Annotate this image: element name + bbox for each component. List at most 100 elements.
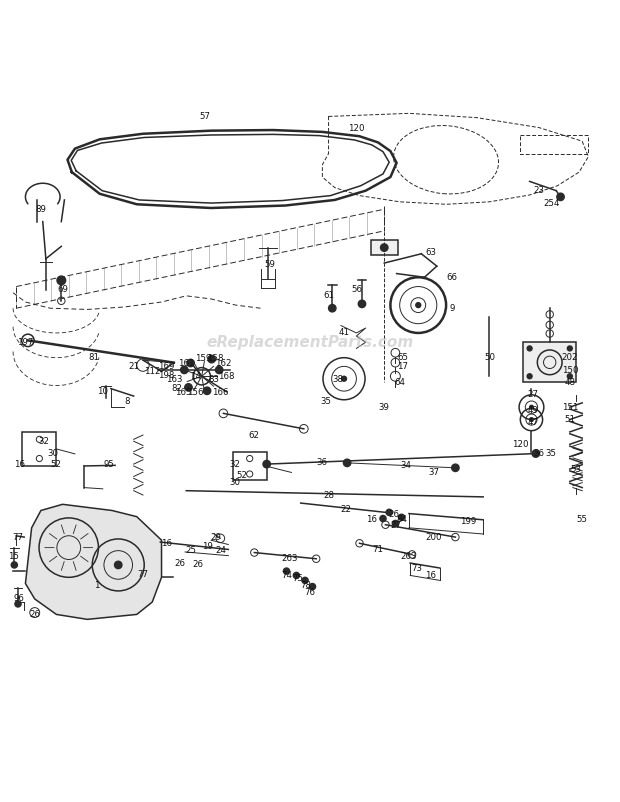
Text: 32: 32 <box>229 460 240 468</box>
Text: 63: 63 <box>425 248 436 257</box>
Circle shape <box>57 276 66 285</box>
Circle shape <box>342 376 347 381</box>
Polygon shape <box>25 504 162 619</box>
Circle shape <box>567 374 572 379</box>
Text: 95: 95 <box>104 460 114 468</box>
Text: 62: 62 <box>249 431 260 439</box>
Circle shape <box>187 359 194 367</box>
Circle shape <box>527 346 532 351</box>
Text: 200: 200 <box>425 533 442 541</box>
Text: 263: 263 <box>401 553 417 561</box>
Text: 73: 73 <box>411 564 422 573</box>
Text: 14: 14 <box>190 372 201 381</box>
Circle shape <box>399 514 405 520</box>
Circle shape <box>557 193 564 200</box>
Circle shape <box>392 520 399 527</box>
Bar <box>523 342 576 383</box>
Text: 263: 263 <box>281 554 298 563</box>
Text: 89: 89 <box>35 205 46 213</box>
Text: 26: 26 <box>388 510 399 520</box>
Text: 8: 8 <box>125 396 130 406</box>
Text: 77: 77 <box>12 533 24 541</box>
Text: 162: 162 <box>215 359 232 368</box>
Text: 163: 163 <box>166 375 182 384</box>
Text: 159: 159 <box>195 354 212 363</box>
Text: 77: 77 <box>138 569 148 579</box>
Text: 198: 198 <box>158 371 175 379</box>
Text: 16: 16 <box>161 539 172 548</box>
Text: 96: 96 <box>14 594 25 603</box>
Text: 38: 38 <box>332 375 343 384</box>
Circle shape <box>527 374 532 379</box>
Text: 57: 57 <box>200 112 210 121</box>
FancyArrowPatch shape <box>50 533 57 539</box>
Text: 156: 156 <box>187 388 204 398</box>
Text: 47: 47 <box>527 418 538 427</box>
Text: 50: 50 <box>484 353 495 363</box>
Text: 66: 66 <box>447 273 458 282</box>
Circle shape <box>529 405 533 409</box>
FancyArrowPatch shape <box>61 525 64 533</box>
Text: 151: 151 <box>562 403 578 411</box>
Circle shape <box>343 460 351 467</box>
Text: 64: 64 <box>394 378 405 387</box>
Text: 59: 59 <box>264 261 275 269</box>
Text: 9: 9 <box>450 304 455 313</box>
Text: 52: 52 <box>51 460 62 468</box>
Text: 29: 29 <box>211 533 221 541</box>
FancyArrowPatch shape <box>50 557 57 561</box>
Text: 49: 49 <box>527 406 538 415</box>
Text: 15: 15 <box>7 553 19 561</box>
Text: 1: 1 <box>94 581 99 589</box>
Text: 24: 24 <box>215 546 226 555</box>
Text: 26: 26 <box>29 610 40 619</box>
Bar <box>22 432 56 466</box>
Text: 32: 32 <box>38 437 50 446</box>
Circle shape <box>185 383 192 391</box>
Circle shape <box>180 367 188 374</box>
Circle shape <box>309 584 316 589</box>
Text: 48: 48 <box>564 378 575 387</box>
Circle shape <box>451 464 459 472</box>
Text: 28: 28 <box>323 491 334 500</box>
Circle shape <box>532 450 539 457</box>
Text: 112: 112 <box>144 367 161 376</box>
Circle shape <box>283 568 290 574</box>
Text: 161: 161 <box>178 359 195 368</box>
Text: 61: 61 <box>323 291 334 300</box>
Circle shape <box>416 302 421 308</box>
Text: 74: 74 <box>281 571 292 580</box>
Text: 120: 120 <box>348 124 365 133</box>
Text: 51: 51 <box>564 415 575 424</box>
Text: 254: 254 <box>543 199 559 208</box>
Circle shape <box>529 418 533 421</box>
Text: 166: 166 <box>212 388 229 398</box>
Text: 81: 81 <box>88 353 99 363</box>
Text: 30: 30 <box>48 449 59 458</box>
Text: 150: 150 <box>562 366 578 375</box>
Circle shape <box>15 601 21 607</box>
Text: 16: 16 <box>425 571 436 580</box>
Circle shape <box>302 577 308 584</box>
Circle shape <box>203 387 211 395</box>
Text: 69: 69 <box>57 286 68 294</box>
FancyArrowPatch shape <box>73 525 76 533</box>
Text: 71: 71 <box>373 545 384 554</box>
Text: 165: 165 <box>175 388 192 398</box>
Circle shape <box>115 561 122 569</box>
Circle shape <box>567 346 572 351</box>
Text: 65: 65 <box>397 353 409 363</box>
Text: 168: 168 <box>218 372 235 381</box>
Circle shape <box>263 460 270 468</box>
Text: 120: 120 <box>512 439 529 449</box>
Bar <box>232 452 267 480</box>
Bar <box>371 240 398 255</box>
Text: 17: 17 <box>397 363 409 371</box>
Circle shape <box>216 367 223 374</box>
Circle shape <box>329 305 336 312</box>
Text: eReplacementParts.com: eReplacementParts.com <box>206 334 414 350</box>
Text: 53: 53 <box>570 464 582 473</box>
Text: 82: 82 <box>172 384 182 393</box>
Text: 16: 16 <box>14 460 25 468</box>
Text: 26: 26 <box>192 560 203 569</box>
